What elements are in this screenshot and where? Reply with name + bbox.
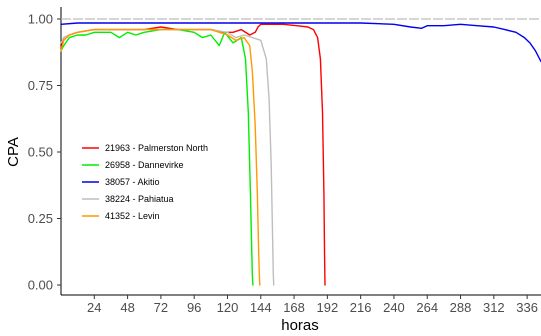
legend-label-1: 21963 - Palmerston North bbox=[105, 143, 208, 153]
y-tick-label: 0.50 bbox=[28, 145, 53, 160]
x-tick-label: 168 bbox=[283, 300, 305, 315]
legend-label-3: 38057 - Akitio bbox=[105, 177, 160, 187]
series-line-3 bbox=[60, 22, 541, 63]
x-tick-label: 48 bbox=[120, 300, 134, 315]
axes-group: 0.00 0.25 0.50 0.75 1.00 24 48 72 96 120 144 168 192… bbox=[28, 7, 541, 315]
y-tick-label: 0.75 bbox=[28, 78, 53, 93]
series-line-2 bbox=[60, 28, 254, 286]
y-tick-label: 1.00 bbox=[28, 12, 53, 27]
x-tick-label: 72 bbox=[154, 300, 168, 315]
series-group bbox=[60, 22, 541, 286]
x-tick-label: 24 bbox=[87, 300, 101, 315]
x-tick-label: 120 bbox=[217, 300, 239, 315]
y-axis-title: CPA bbox=[5, 137, 22, 167]
legend: 21963 - Palmerston North 26958 - Dannevir… bbox=[82, 143, 208, 221]
x-tick-label: 288 bbox=[450, 300, 472, 315]
y-tick-label: 0.25 bbox=[28, 211, 53, 226]
x-tick-label: 336 bbox=[516, 300, 538, 315]
series-line-5 bbox=[60, 28, 261, 286]
x-tick-label: 144 bbox=[250, 300, 272, 315]
legend-label-4: 38224 - Pahiatua bbox=[105, 194, 174, 204]
legend-label-2: 26958 - Dannevirke bbox=[105, 160, 184, 170]
x-tick-label: 216 bbox=[350, 300, 372, 315]
x-tick-label: 312 bbox=[483, 300, 505, 315]
x-tick-label: 240 bbox=[383, 300, 405, 315]
x-tick-label: 192 bbox=[317, 300, 339, 315]
x-axis-title: horas bbox=[281, 317, 319, 334]
legend-label-5: 41352 - Levin bbox=[105, 211, 160, 221]
x-tick-label: 96 bbox=[187, 300, 201, 315]
y-tick-label: 0.00 bbox=[28, 278, 53, 293]
x-tick-label: 264 bbox=[416, 300, 438, 315]
